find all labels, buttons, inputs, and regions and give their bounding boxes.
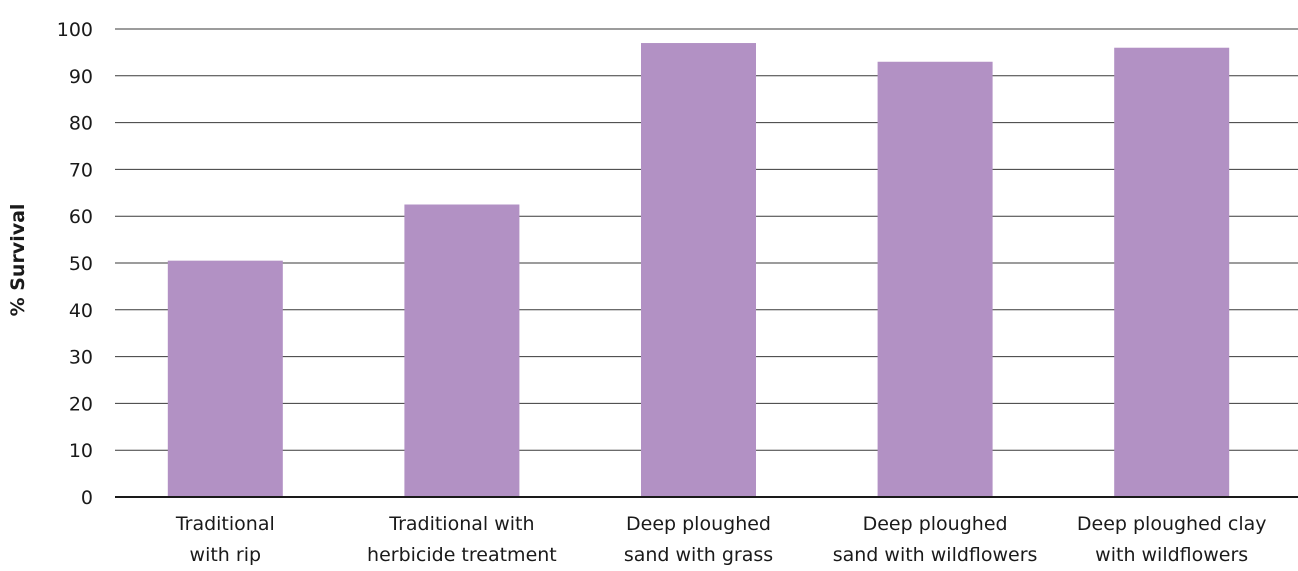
x-category-label: Deep ploughed clay with wildflowers bbox=[1077, 513, 1267, 566]
x-category-label-line: Deep ploughed bbox=[863, 513, 1008, 535]
bar bbox=[877, 61, 993, 497]
x-category-label: Deep ploughed sand with grass bbox=[624, 513, 773, 566]
x-category-label-line: Deep ploughed bbox=[626, 513, 771, 535]
bars bbox=[167, 43, 1230, 497]
y-tick-label: 50 bbox=[69, 253, 93, 275]
x-category-label-line: sand with grass bbox=[624, 544, 773, 566]
y-tick-label: 90 bbox=[69, 66, 93, 88]
y-tick-label: 30 bbox=[69, 347, 93, 369]
bar bbox=[167, 260, 283, 497]
y-tick-label: 60 bbox=[69, 206, 93, 228]
y-axis-label: % Survival bbox=[7, 204, 29, 317]
y-tick-label: 10 bbox=[69, 440, 93, 462]
y-tick-label: 20 bbox=[69, 393, 93, 415]
x-category-label: Deep ploughed sand with wildflowers bbox=[833, 513, 1038, 566]
bar bbox=[1114, 47, 1230, 497]
x-category-label-line: with wildflowers bbox=[1095, 544, 1248, 566]
x-category-label: Traditional with herbicide treatment bbox=[367, 513, 557, 566]
x-category-label: Traditional with rip bbox=[175, 513, 275, 566]
x-axis-labels: Traditional with rip Traditional with herbi… bbox=[175, 513, 1267, 566]
x-category-label-line: Deep ploughed clay bbox=[1077, 513, 1267, 535]
y-tick-label: 40 bbox=[69, 300, 93, 322]
x-category-label-line: Traditional bbox=[175, 513, 275, 535]
x-category-label-line: with rip bbox=[190, 544, 262, 566]
y-tick-label: 80 bbox=[69, 113, 93, 135]
bar bbox=[404, 204, 520, 497]
bar bbox=[641, 43, 756, 497]
y-axis-ticks: 0 10 20 30 40 50 60 70 80 90 100 bbox=[57, 19, 93, 509]
y-tick-label: 100 bbox=[57, 19, 93, 41]
x-category-label-line: herbicide treatment bbox=[367, 544, 557, 566]
y-tick-label: 0 bbox=[81, 487, 93, 509]
y-tick-label: 70 bbox=[69, 159, 93, 181]
x-category-label-line: Traditional with bbox=[388, 513, 534, 535]
x-category-label-line: sand with wildflowers bbox=[833, 544, 1038, 566]
